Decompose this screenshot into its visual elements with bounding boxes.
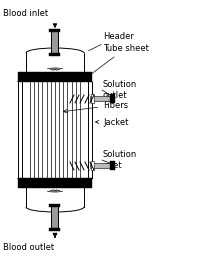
Bar [91, 160, 94, 170]
Bar [90, 162, 110, 167]
Text: Blood outlet: Blood outlet [3, 244, 54, 252]
Text: Fibers: Fibers [64, 101, 128, 113]
Bar [50, 53, 61, 56]
Text: Solution
inlet: Solution inlet [103, 150, 137, 170]
Bar [18, 72, 92, 82]
Bar [91, 94, 94, 102]
Bar [50, 29, 61, 32]
Bar [51, 32, 58, 53]
Bar [110, 160, 115, 170]
Text: Tube sheet: Tube sheet [88, 43, 149, 76]
Bar [110, 94, 115, 102]
Bar [50, 204, 61, 207]
Bar [18, 178, 92, 188]
Text: Header: Header [89, 31, 134, 51]
Text: Jacket: Jacket [96, 118, 128, 127]
Bar [50, 228, 61, 231]
Text: Blood inlet: Blood inlet [3, 9, 48, 17]
Bar [90, 95, 110, 101]
Bar [51, 207, 58, 228]
Text: Solution
outlet: Solution outlet [103, 80, 137, 100]
